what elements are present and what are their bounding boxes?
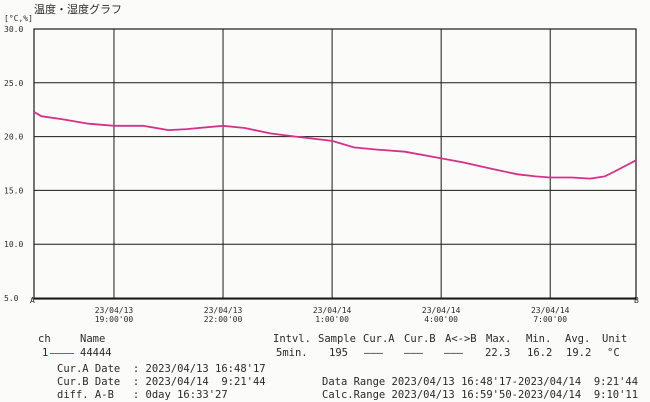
plot-area [33,28,637,300]
row-unit: °C [607,347,620,359]
header-a-b: A<->B [445,333,477,345]
header-ch: ch [38,333,51,345]
row-min: 16.2 [527,347,553,359]
series-line-temperature [33,111,637,180]
header-unit: Unit [602,333,628,345]
series-swatch [50,353,74,354]
row-sample: 195 [329,347,348,359]
row-max: 22.3 [485,347,511,359]
y-tick-label: 5.0 [4,294,19,303]
calc-range: Calc.Range 2023/04/13 16:59'50-2023/04/1… [322,389,639,401]
header-intvl: Intvl. [273,333,311,345]
diff-a-b: diff. A-B : 0day 16:33'27 [57,389,228,401]
y-tick-label: 30.0 [4,25,23,34]
grid-lines [34,28,636,299]
cur-a-date: Cur.A Date : 2023/04/13 16:48'17 [57,363,266,375]
row-a-b: ——— [444,347,463,359]
y-tick-label: 10.0 [4,240,23,249]
x-tick-label: 23/04/13 [204,306,243,315]
x-tick-label: 23/04/14 [422,306,461,315]
y-tick-label: 25.0 [4,79,23,88]
chart-title: 温度・湿度グラフ [34,2,122,16]
x-tick-label: 22:00'00 [204,315,243,324]
x-tick-label: 4:00'00 [424,315,458,324]
x-tick-labels: 23/04/1319:00'0023/04/1322:00'0023/04/14… [95,306,570,324]
row-name: 44444 [80,347,112,359]
x-tick-label: 7:00'00 [533,315,567,324]
x-tick-label: 1:00'00 [315,315,349,324]
cursor-b-label: B [634,296,639,305]
y-tick-label: 20.0 [4,133,23,142]
x-tick-label: 23/04/14 [531,306,570,315]
header-cur-a: Cur.A [363,333,395,345]
y-axis-label: [°C,%] [4,14,33,23]
header-min: Min. [526,333,552,345]
cursor-a-label: A [30,296,35,305]
row-cur-b: ——— [404,347,423,359]
x-tick-label: 23/04/14 [313,306,352,315]
header-cur-b: Cur.B [404,333,436,345]
header-sample: Sample [318,333,356,345]
x-tick-label: 19:00'00 [95,315,134,324]
row-ch: 1 [42,347,49,359]
header-avg: Avg. [565,333,591,345]
y-tick-label: 15.0 [4,186,23,195]
x-tick-label: 23/04/13 [95,306,134,315]
data-range: Data Range 2023/04/13 16:48'17-2023/04/1… [322,376,639,388]
cur-b-date: Cur.B Date : 2023/04/14 9:21'44 [57,376,266,388]
row-intvl: 5min. [276,347,308,359]
header-name: Name [80,333,106,345]
header-max: Max. [486,333,512,345]
row-avg: 19.2 [566,347,592,359]
row-cur-a: ——— [364,347,383,359]
y-tick-labels: 30.0 25.0 20.0 15.0 10.0 5.0 [4,25,23,303]
